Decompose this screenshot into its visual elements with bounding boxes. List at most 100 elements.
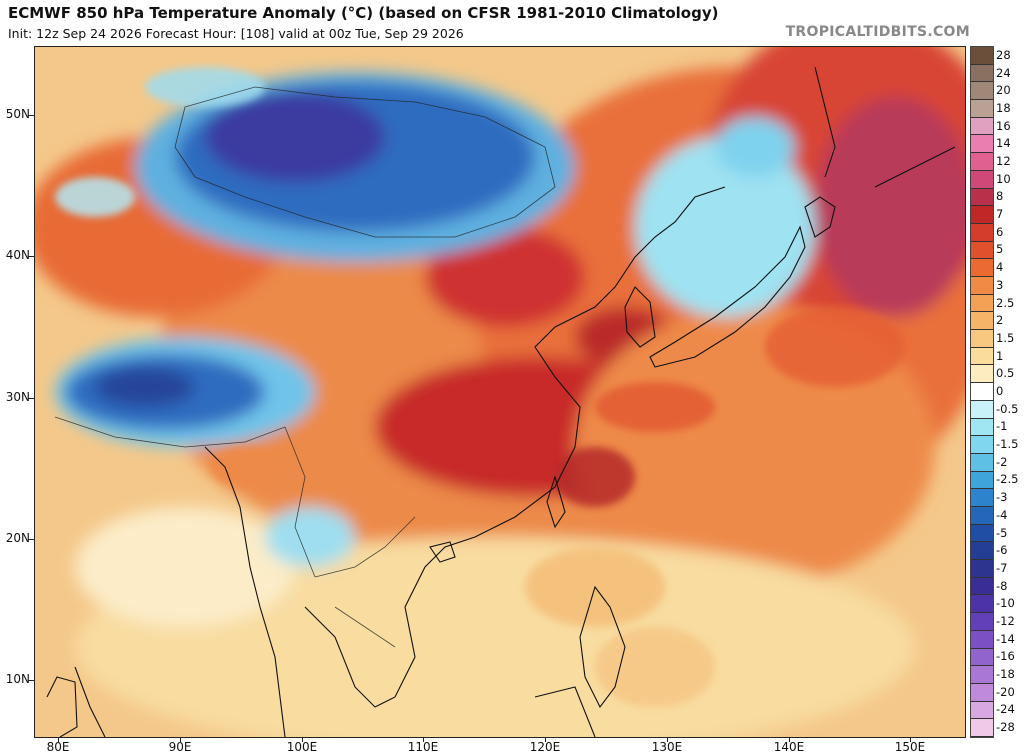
colorbar-label: 2 <box>996 313 1004 328</box>
colorbar-label: -1.5 <box>996 437 1019 452</box>
colorbar-swatch <box>971 117 993 136</box>
strong-cold-region <box>95 367 195 407</box>
colorbar-swatch <box>971 259 993 277</box>
bay-of-bengal-coast <box>204 446 286 737</box>
lon-label-130e: 130E <box>651 740 683 754</box>
colorbar-swatch <box>971 560 993 578</box>
colorbar-label: -10 <box>996 596 1015 611</box>
colorbar-label: -4 <box>996 507 1008 522</box>
colorbar-swatch <box>971 595 993 614</box>
lon-label-90e: 90E <box>168 740 192 754</box>
colorbar-label: 16 <box>996 118 1011 133</box>
colorbar-label: 10 <box>996 171 1011 186</box>
lat-label-30n: 30N <box>5 390 30 404</box>
colorbar-swatch <box>971 630 993 649</box>
japan-coast <box>649 225 806 368</box>
colorbar-label: -14 <box>996 631 1015 646</box>
colorbar-label: 12 <box>996 154 1011 168</box>
lat-tick-mark <box>28 680 34 681</box>
colorbar-label: 20 <box>996 83 1011 98</box>
mongolia-border <box>174 86 556 238</box>
sakhalin-coast <box>814 66 836 178</box>
colorbar-label: 2.5 <box>996 295 1015 310</box>
east-asia-coast <box>304 186 726 708</box>
colorbar-label: -5 <box>996 525 1008 540</box>
strong-warm-region <box>815 97 965 317</box>
colorbar-swatch <box>971 188 993 207</box>
colorbar-label: 28 <box>996 47 1011 62</box>
colorbar-label: -16 <box>996 649 1015 664</box>
colorbar-swatch <box>971 330 993 348</box>
warm-patch <box>210 447 280 487</box>
strong-warm-patch <box>555 447 635 507</box>
lon-tick-mark <box>667 737 668 742</box>
colorbar-swatch <box>971 577 993 596</box>
hainan-coast <box>429 541 456 563</box>
near-normal-region <box>75 507 295 627</box>
hokkaido-coast <box>804 196 836 238</box>
colorbar-swatch <box>971 241 993 260</box>
lon-tick-mark <box>910 737 911 742</box>
colorbar-swatch <box>971 206 993 224</box>
map-title: ECMWF 850 hPa Temperature Anomaly (°C) (… <box>8 4 719 22</box>
colorbar-label: 4 <box>996 260 1004 275</box>
colorbar-swatch <box>971 64 993 83</box>
colorbar-label: 1 <box>996 348 1004 363</box>
colorbar-swatch <box>971 400 993 419</box>
colorbar-label: 18 <box>996 100 1011 115</box>
colorbar-swatch <box>971 436 993 454</box>
colorbar-label: 5 <box>996 242 1004 257</box>
colorbar-swatch <box>971 223 993 242</box>
colorbar-swatch <box>971 489 993 507</box>
lon-label-80e: 80E <box>46 740 70 754</box>
kamchatka-coast <box>874 146 956 188</box>
colorbar-swatch <box>971 542 993 561</box>
colorbar-swatch <box>971 347 993 366</box>
lat-tick-mark <box>28 115 34 116</box>
colorbar-label: 3 <box>996 277 1004 292</box>
indochina-border <box>314 516 416 578</box>
colorbar-swatch <box>971 418 993 437</box>
anomaly-field <box>35 47 965 737</box>
colorbar-swatch <box>971 365 993 384</box>
colorbar-swatch <box>971 47 993 65</box>
strong-cold-region <box>205 92 385 182</box>
lon-tick-mark <box>180 737 181 742</box>
lon-tick-mark <box>423 737 424 742</box>
sri-lanka-coast <box>46 676 78 737</box>
colorbar-swatch <box>971 701 993 720</box>
cool-patch <box>55 177 135 217</box>
colorbar-swatch <box>971 524 993 543</box>
brand-watermark[interactable]: TROPICALTIDBITS.COM <box>785 24 970 40</box>
warm-patch <box>595 627 715 707</box>
colorbar-label: -7 <box>996 560 1008 575</box>
anomaly-map[interactable] <box>34 46 966 738</box>
lat-tick-mark <box>28 398 34 399</box>
colorbar-label: 1.5 <box>996 330 1015 345</box>
colorbar-swatch <box>971 294 993 313</box>
colorbar-swatch <box>971 683 993 702</box>
philippines-coast <box>579 585 626 709</box>
colorbar-label: -24 <box>996 702 1015 717</box>
lat-label-40n: 40N <box>5 248 30 262</box>
colorbar-label: -3 <box>996 490 1008 505</box>
lat-label-20n: 20N <box>5 531 30 545</box>
lat-tick-mark <box>28 539 34 540</box>
colorbar-label: 0 <box>996 384 1004 398</box>
taiwan-coast <box>546 475 566 529</box>
cool-patch <box>145 67 265 107</box>
warm-patch <box>765 307 905 387</box>
colorbar-label: -28 <box>996 720 1015 735</box>
colorbar-label: 14 <box>996 136 1011 151</box>
lon-label-140e: 140E <box>773 740 805 754</box>
colorbar-swatch <box>971 666 993 684</box>
coastlines <box>46 66 956 737</box>
colorbar-swatch <box>971 613 993 631</box>
colorbar-swatch <box>971 507 993 525</box>
myanmar-border <box>284 426 316 578</box>
colorbar-label: -20 <box>996 684 1015 699</box>
colorbar-label: -12 <box>996 614 1015 628</box>
warm-patch <box>595 382 715 432</box>
colorbar-swatch <box>971 100 993 118</box>
colorbar-label: -2.5 <box>996 472 1019 487</box>
